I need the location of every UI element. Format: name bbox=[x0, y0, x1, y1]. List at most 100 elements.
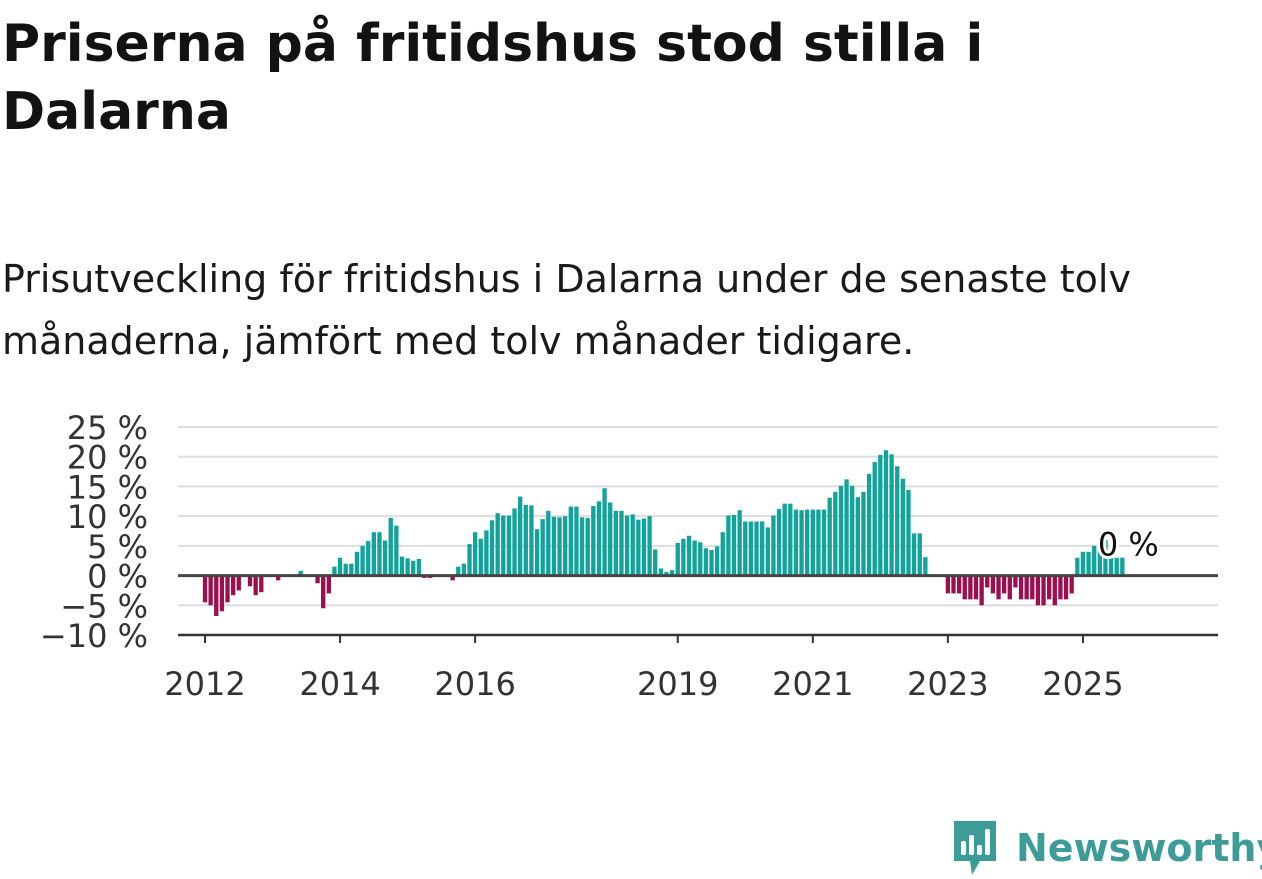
axes bbox=[178, 574, 1218, 643]
y-tick-label: 25 % bbox=[67, 409, 148, 447]
bar bbox=[1013, 575, 1018, 588]
bar bbox=[996, 575, 1001, 600]
bar bbox=[596, 501, 602, 576]
x-tick-label: 2025 bbox=[1042, 665, 1123, 703]
bar bbox=[653, 549, 658, 576]
bar bbox=[1052, 575, 1057, 606]
bar bbox=[461, 563, 467, 576]
bar bbox=[568, 506, 573, 576]
bar bbox=[731, 514, 737, 576]
bar bbox=[664, 572, 669, 576]
bar bbox=[681, 538, 686, 576]
x-tick-labels: 2012 2014 2016 2019 2021 2023 2025 bbox=[164, 665, 1123, 703]
bar bbox=[1103, 539, 1108, 576]
bar bbox=[208, 575, 213, 606]
grid-lines bbox=[178, 426, 1218, 607]
bar bbox=[917, 533, 922, 576]
x-tick-label: 2014 bbox=[299, 665, 380, 703]
y-tick-label: 20 % bbox=[67, 439, 148, 477]
bar bbox=[686, 535, 692, 576]
bar bbox=[1075, 557, 1080, 576]
y-tick-labels: 25 %20 %15 %10 %5 %0 %−5 %−10 % bbox=[40, 409, 148, 655]
bar bbox=[821, 509, 827, 576]
bar bbox=[551, 516, 557, 576]
bar bbox=[669, 570, 675, 576]
bar bbox=[321, 575, 326, 609]
x-tick-label: 2021 bbox=[772, 665, 853, 703]
bar bbox=[889, 454, 894, 576]
bar bbox=[895, 466, 900, 576]
bar bbox=[1041, 575, 1046, 606]
bar bbox=[619, 510, 624, 576]
x-tick-label: 2023 bbox=[907, 665, 988, 703]
bar bbox=[1030, 575, 1035, 600]
bar bbox=[540, 519, 545, 576]
bar bbox=[906, 489, 911, 576]
bar bbox=[534, 529, 540, 576]
bar bbox=[585, 517, 590, 576]
bar bbox=[1007, 575, 1012, 600]
bar bbox=[230, 575, 236, 596]
bar bbox=[962, 575, 967, 600]
bar bbox=[641, 518, 647, 576]
bar bbox=[782, 503, 787, 576]
bar bbox=[236, 575, 241, 591]
bar bbox=[1108, 551, 1114, 576]
bar-chart: 25 %20 %15 %10 %5 %0 %−5 %−10 % 2012 2014… bbox=[40, 409, 1218, 703]
bar bbox=[675, 542, 680, 576]
bar bbox=[1114, 557, 1119, 576]
bar bbox=[771, 515, 776, 576]
bar-series bbox=[202, 450, 1125, 616]
bar bbox=[523, 504, 528, 576]
bar bbox=[692, 540, 697, 576]
bar bbox=[799, 510, 804, 576]
bar bbox=[698, 542, 703, 576]
bar bbox=[214, 575, 219, 616]
bar bbox=[574, 506, 579, 576]
latest-value-label: 0 % bbox=[1098, 526, 1159, 564]
bar bbox=[945, 575, 951, 594]
bar bbox=[371, 532, 377, 576]
bar bbox=[276, 575, 281, 581]
bar bbox=[737, 510, 742, 576]
bar bbox=[298, 570, 303, 576]
y-tick-label: 5 % bbox=[87, 528, 148, 566]
y-tick-label: 0 % bbox=[87, 558, 148, 596]
bar bbox=[658, 568, 664, 576]
bar bbox=[1047, 575, 1052, 600]
bar bbox=[337, 557, 343, 576]
bar bbox=[985, 575, 990, 588]
bar bbox=[382, 540, 388, 576]
bar bbox=[1092, 545, 1097, 576]
bar bbox=[743, 521, 748, 576]
bar bbox=[748, 521, 754, 576]
bar bbox=[816, 509, 821, 576]
bar bbox=[1097, 545, 1102, 576]
bar bbox=[855, 497, 860, 576]
bar bbox=[776, 509, 782, 576]
x-tick-label: 2016 bbox=[434, 665, 515, 703]
bar bbox=[506, 515, 512, 576]
bar bbox=[1120, 557, 1125, 576]
bar bbox=[202, 575, 208, 603]
bar bbox=[225, 575, 230, 603]
bar bbox=[343, 563, 348, 576]
bar bbox=[636, 519, 641, 576]
bar bbox=[647, 516, 652, 576]
bar bbox=[512, 508, 517, 576]
bar bbox=[793, 509, 799, 576]
bar bbox=[450, 575, 455, 581]
bar bbox=[489, 520, 495, 576]
chart-subtitle: Prisutveckling för fritidshus i Dalarna … bbox=[2, 257, 1131, 363]
bar bbox=[472, 532, 478, 576]
x-tick-label: 2019 bbox=[637, 665, 718, 703]
bar bbox=[411, 560, 416, 576]
bar bbox=[360, 545, 365, 576]
bar bbox=[1058, 575, 1063, 600]
bar bbox=[878, 454, 883, 576]
bar bbox=[1069, 575, 1074, 594]
bar bbox=[354, 551, 360, 576]
bar bbox=[332, 566, 337, 576]
bar bbox=[624, 515, 630, 576]
bar bbox=[247, 575, 253, 587]
